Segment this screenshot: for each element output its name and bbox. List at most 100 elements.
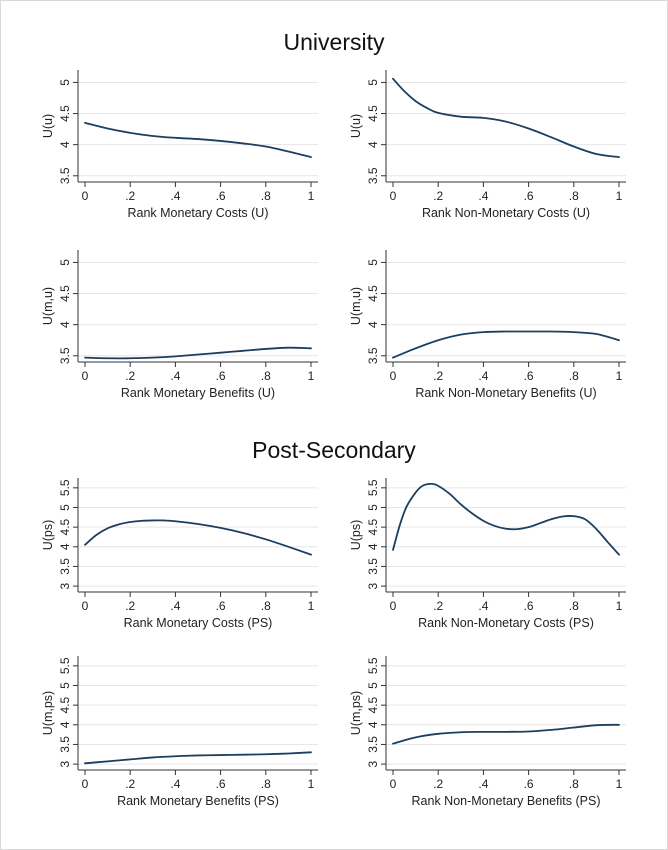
x-axis-label: Rank Monetary Costs (PS) (124, 616, 273, 630)
x-tick-label: .8 (261, 189, 271, 203)
y-tick-label: 3 (366, 760, 380, 767)
x-axis-label: Rank Non-Monetary Benefits (PS) (412, 794, 601, 808)
x-tick-label: 1 (616, 369, 623, 383)
x-axis-label: Rank Non-Monetary Benefits (U) (415, 386, 596, 400)
series-line-1 (84, 121, 312, 159)
x-tick-label: 1 (616, 777, 623, 791)
y-tick-label: 4 (366, 721, 380, 728)
y-tick-label: 4 (366, 141, 380, 148)
chart-panel-1: 3.5 4 4.5 5 0 .2 .4 .6 .8 1 Rank Monetary Costs (U… (41, 70, 318, 220)
y-tick-label: 3.5 (366, 558, 380, 575)
y-tick-label: 4.5 (366, 518, 380, 535)
x-tick-label: .4 (170, 777, 180, 791)
x-axis-label: Rank Monetary Benefits (PS) (117, 794, 279, 808)
series-line-1 (392, 723, 620, 745)
y-tick-label: 3.5 (366, 347, 380, 364)
x-axis-label: Rank Non-Monetary Costs (PS) (418, 616, 594, 630)
y-tick-label: 4.5 (366, 105, 380, 122)
series-line-1 (392, 77, 620, 159)
y-tick-label: 3 (366, 582, 380, 589)
x-tick-label: .6 (524, 777, 534, 791)
x-tick-label: 1 (308, 599, 315, 613)
x-tick-label: .8 (261, 777, 271, 791)
x-tick-label: .2 (433, 189, 443, 203)
x-axis-label: Rank Monetary Benefits (U) (121, 386, 275, 400)
series-line-1 (84, 751, 312, 765)
chart-panel-4: 3.5 4 4.5 5 0 .2 .4 .6 .8 1 Rank Non-Monetary Bene… (349, 250, 626, 400)
x-tick-label: .8 (569, 189, 579, 203)
x-tick-label: .4 (170, 599, 180, 613)
x-tick-label: .2 (125, 189, 135, 203)
y-tick-label: 4.5 (58, 285, 72, 302)
x-tick-label: .2 (433, 777, 443, 791)
y-tick-label: 4 (58, 321, 72, 328)
y-tick-label: 3 (58, 760, 72, 767)
x-tick-label: 1 (616, 189, 623, 203)
chart-panel-5: 3 3.5 4 4.5 5 5.5 0 .2 .4 .6 .8 1 Rank Monetary Cost… (41, 478, 318, 630)
y-axis-label: U(m,u) (349, 287, 363, 325)
x-tick-label: .2 (125, 369, 135, 383)
x-tick-label: .8 (569, 369, 579, 383)
y-tick-label: 3.5 (366, 167, 380, 184)
y-tick-label: 4.5 (58, 696, 72, 713)
series-line-1 (84, 346, 312, 360)
y-axis-label: U(m,ps) (41, 691, 55, 735)
y-tick-label: 5 (366, 259, 380, 266)
y-tick-label: 4 (58, 141, 72, 148)
x-axis-label: Rank Non-Monetary Costs (U) (422, 206, 590, 220)
chart-panel-6: 3 3.5 4 4.5 5 5.5 0 .2 .4 .6 .8 1 Rank Non-Monetary … (349, 478, 626, 630)
x-tick-label: 1 (308, 369, 315, 383)
x-tick-label: .2 (433, 369, 443, 383)
x-tick-label: 1 (308, 777, 315, 791)
x-tick-label: 0 (390, 369, 397, 383)
chart-panels: 3.5 4 4.5 5 0 .2 .4 .6 .8 1 Rank Monetary Costs (U… (41, 70, 626, 808)
y-tick-label: 3.5 (58, 347, 72, 364)
x-tick-label: .2 (125, 777, 135, 791)
x-tick-label: 0 (390, 599, 397, 613)
y-tick-label: 4.5 (366, 285, 380, 302)
y-axis-label: U(u) (349, 114, 363, 138)
y-tick-label: 4 (58, 721, 72, 728)
y-tick-label: 4 (366, 543, 380, 550)
x-tick-label: 0 (82, 189, 89, 203)
y-tick-label: 5 (366, 504, 380, 511)
y-tick-label: 5 (58, 682, 72, 689)
x-tick-label: .4 (170, 189, 180, 203)
chart-panel-2: 3.5 4 4.5 5 0 .2 .4 .6 .8 1 Rank Non-Monetary Cost… (349, 70, 626, 220)
y-tick-label: 5.5 (58, 479, 72, 496)
y-tick-label: 5 (58, 259, 72, 266)
y-tick-label: 3 (58, 582, 72, 589)
x-tick-label: .6 (216, 189, 226, 203)
y-tick-label: 5.5 (366, 479, 380, 496)
x-tick-label: .4 (170, 369, 180, 383)
x-tick-label: 0 (390, 189, 397, 203)
y-tick-label: 4.5 (366, 696, 380, 713)
chart-panel-3: 3.5 4 4.5 5 0 .2 .4 .6 .8 1 Rank Monetary Benefits… (41, 250, 318, 400)
y-tick-label: 4 (366, 321, 380, 328)
y-axis-label: U(ps) (349, 520, 363, 551)
y-tick-label: 5 (58, 504, 72, 511)
y-tick-label: 5.5 (58, 657, 72, 674)
x-tick-label: .8 (569, 599, 579, 613)
x-tick-label: .6 (524, 599, 534, 613)
x-tick-label: .2 (433, 599, 443, 613)
y-tick-label: 3.5 (58, 558, 72, 575)
y-axis-label: U(m,u) (41, 287, 55, 325)
y-tick-label: 5.5 (366, 657, 380, 674)
x-tick-label: .6 (216, 599, 226, 613)
x-tick-label: .8 (261, 369, 271, 383)
y-tick-label: 4.5 (58, 518, 72, 535)
x-tick-label: .8 (569, 777, 579, 791)
y-tick-label: 3.5 (58, 167, 72, 184)
section-title-post-secondary: Post-Secondary (252, 437, 416, 463)
section-title-university: University (284, 29, 385, 55)
x-tick-label: .2 (125, 599, 135, 613)
series-line-1 (84, 519, 312, 556)
x-tick-label: .4 (478, 777, 488, 791)
x-tick-label: 1 (616, 599, 623, 613)
x-tick-label: 0 (82, 369, 89, 383)
series-line-1 (392, 330, 620, 359)
x-tick-label: .4 (478, 189, 488, 203)
